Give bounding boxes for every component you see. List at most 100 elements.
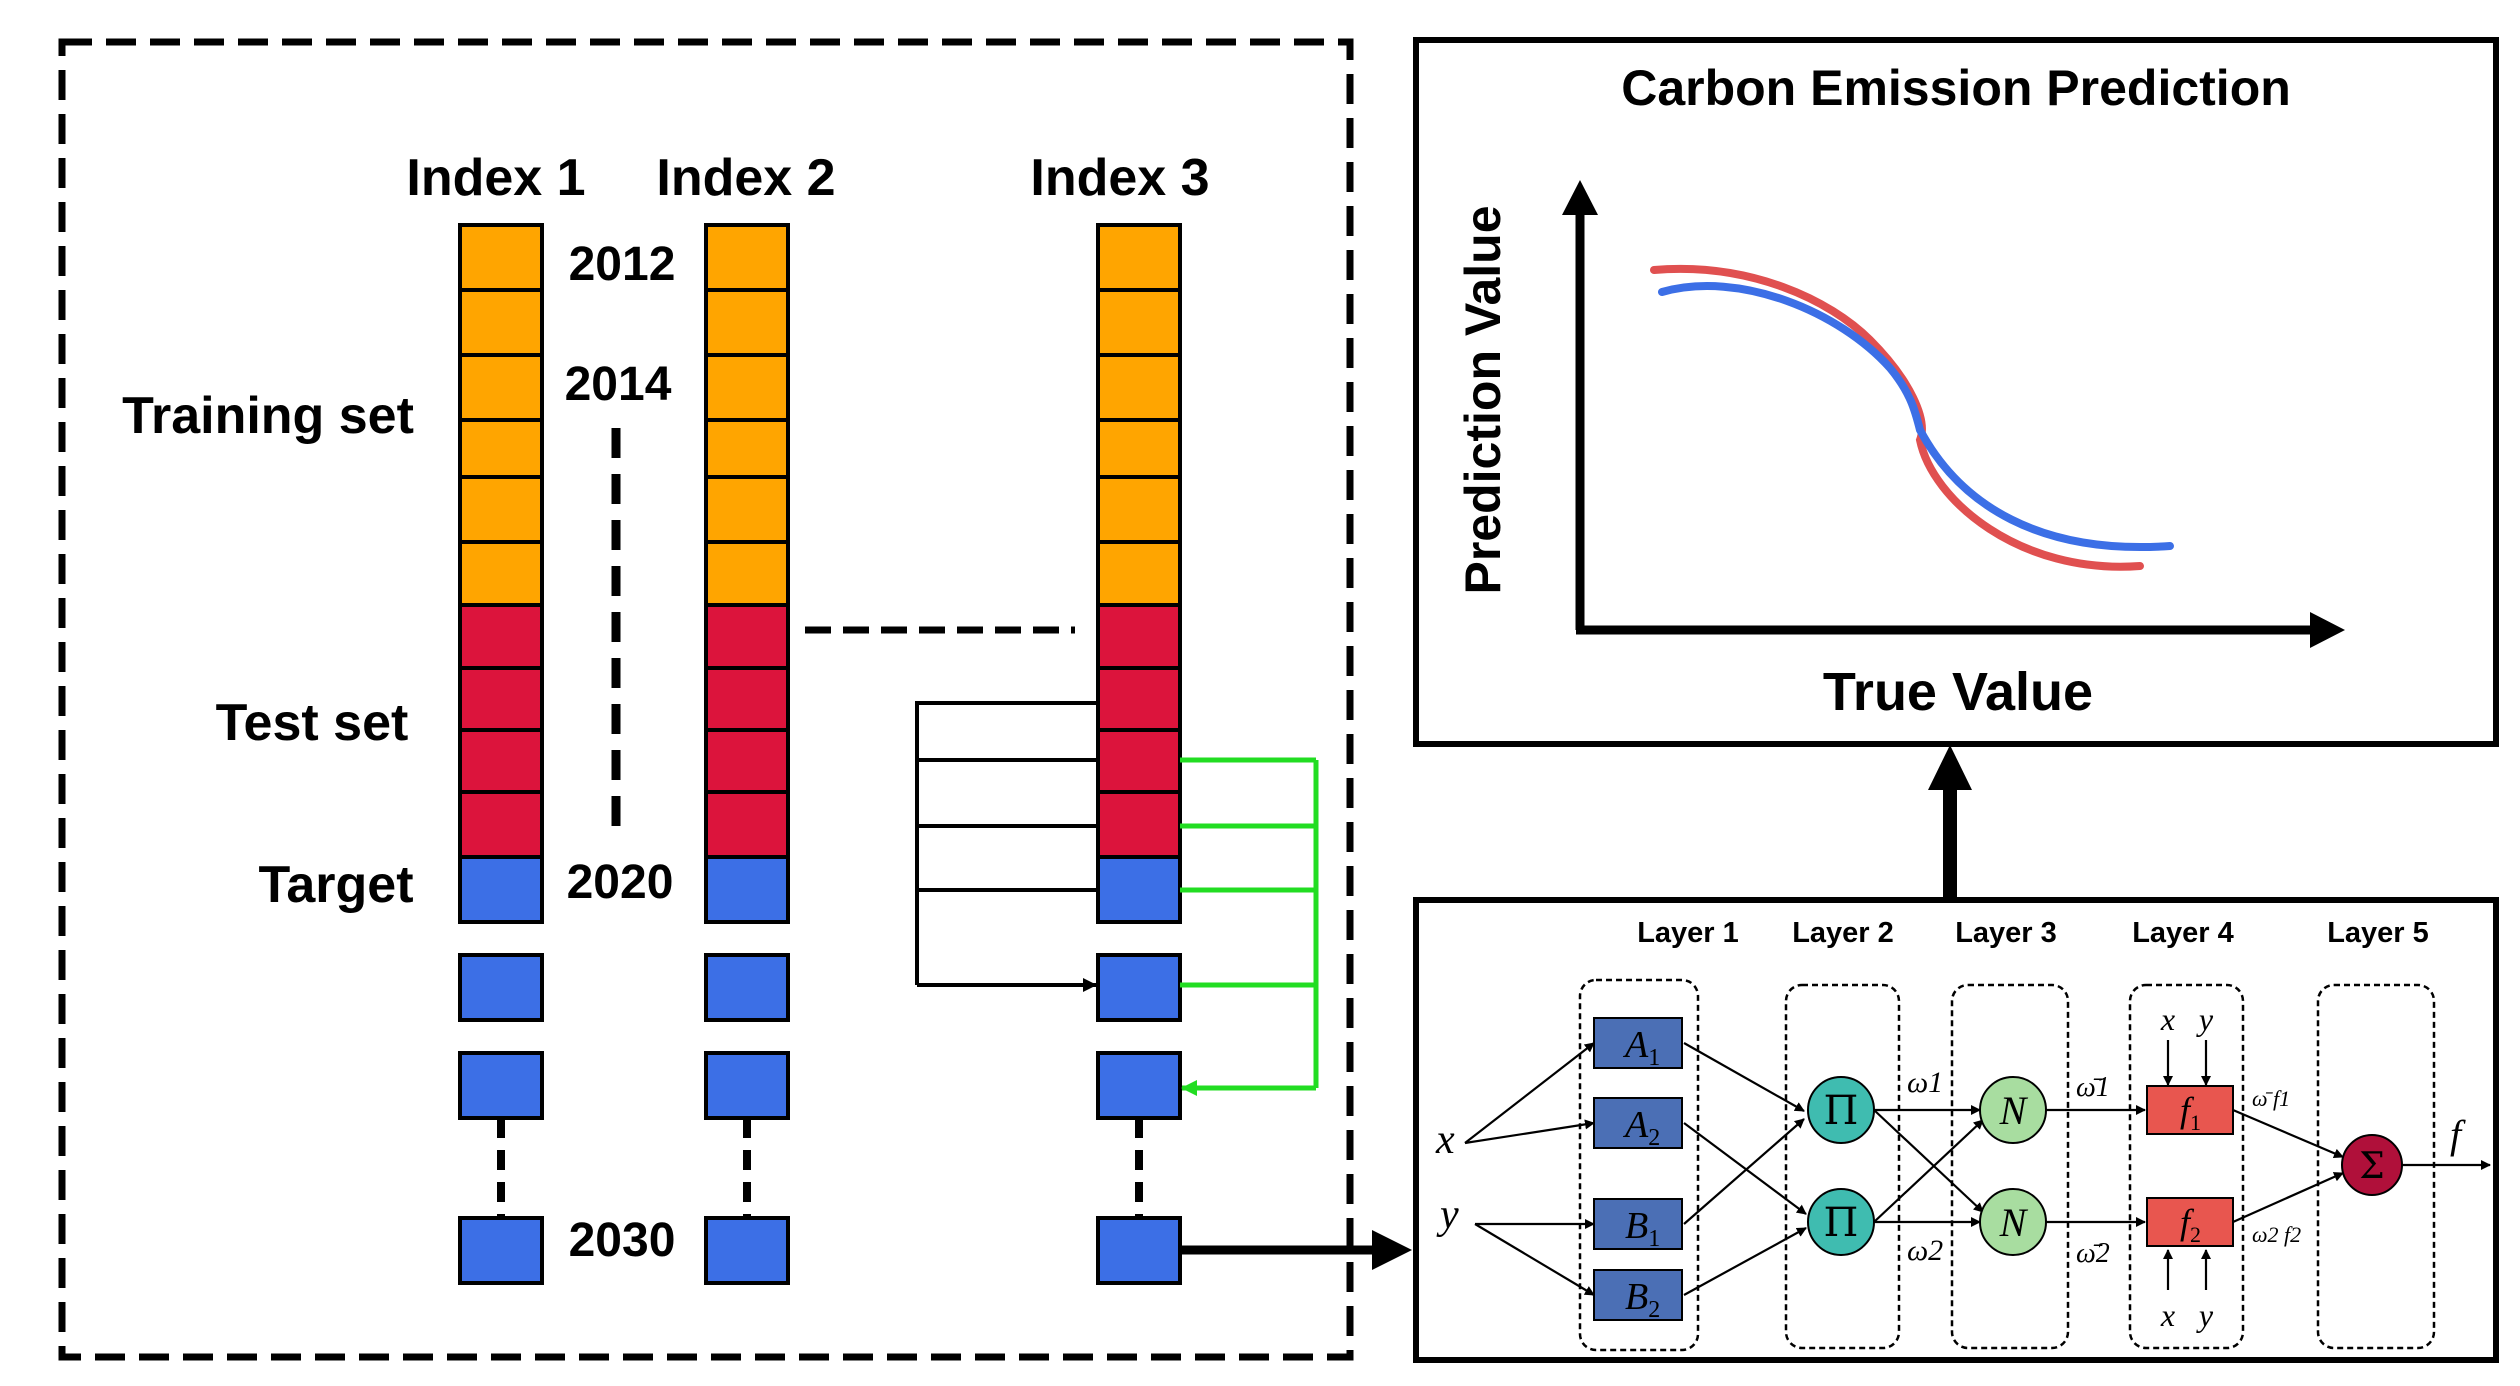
l4-bottom-y: y	[2196, 1297, 2214, 1333]
n-node-2	[1979, 1188, 2047, 1256]
index-1-column	[458, 223, 544, 1285]
l1-node-letter: B	[1625, 1205, 1648, 1247]
f-node-1: f1	[2146, 1085, 2234, 1135]
y-axis-label: Prediction Value	[1455, 205, 1511, 594]
svg-text:B2: B2	[1625, 1276, 1660, 1323]
x-axis-arrowhead	[2310, 612, 2345, 648]
layer-1-box	[1578, 978, 1700, 1352]
test-set-label: Test set	[216, 694, 409, 752]
pi-node-1-symbol: Π	[1824, 1088, 1859, 1134]
wf1-label: ω̄ f1	[2252, 1086, 2290, 1111]
wf2-label: ω2 f2	[2252, 1222, 2301, 1247]
layer-4-box	[2128, 983, 2245, 1350]
test-cell	[1096, 666, 1182, 732]
layer-3-label: Layer 3	[1955, 917, 2057, 949]
train-cell	[704, 540, 790, 607]
layer-2-box	[1784, 983, 1901, 1350]
feedback-bracket	[1180, 757, 1319, 1096]
future-cell	[704, 953, 790, 1022]
wbar2-label: ω̄2	[2076, 1238, 2110, 1269]
training-set-label: Training set	[122, 387, 414, 445]
l1-node-letter: B	[1625, 1276, 1648, 1318]
n-node-2-symbol: N	[1999, 1200, 2029, 1245]
future-cell	[458, 1051, 544, 1120]
future-cell	[704, 1051, 790, 1120]
left-panel-border	[58, 38, 1354, 1361]
train-cell	[1096, 475, 1182, 544]
l1-node-a1: A1	[1593, 1017, 1683, 1071]
target-cell	[1096, 855, 1182, 924]
f-node-sub: 2	[2190, 1222, 2201, 1247]
l1-node-b1: B1	[1593, 1198, 1683, 1252]
train-cell	[704, 475, 790, 544]
test-cell	[458, 603, 544, 670]
test-cell	[458, 728, 544, 794]
window-bracket	[915, 701, 1098, 992]
l1-node-box	[1593, 1097, 1683, 1149]
target-cell	[704, 855, 790, 924]
test-cell	[704, 790, 790, 859]
target-label: Target	[258, 856, 413, 914]
f-node-2: f2	[2146, 1197, 2234, 1247]
test-cell	[1096, 603, 1182, 670]
train-cell	[458, 540, 544, 607]
l1-node-sub: 2	[1648, 1297, 1660, 1323]
wbar1-label: ω̄1	[2076, 1072, 2110, 1103]
w2-label: ω2	[1907, 1234, 1943, 1267]
train-cell	[458, 223, 544, 292]
index-3-column	[1096, 223, 1182, 1285]
input-x-label: x	[1435, 1117, 1455, 1163]
l4-top-y: y	[2196, 1001, 2214, 1037]
pi-node-2	[1807, 1188, 1875, 1256]
svg-text:A2: A2	[1622, 1104, 1660, 1151]
train-cell	[1096, 540, 1182, 607]
train-cell	[458, 418, 544, 479]
index-2-column	[704, 223, 790, 1285]
l1-node-box	[1593, 1269, 1683, 1321]
target-cell	[458, 855, 544, 924]
l1-node-letter: A	[1622, 1024, 1649, 1066]
blue-curve	[1658, 282, 2174, 551]
future-cell	[1096, 1216, 1182, 1285]
l1-node-sub: 2	[1648, 1125, 1660, 1151]
svg-text:A1: A1	[1622, 1024, 1660, 1071]
train-cell	[704, 353, 790, 422]
year-2020: 2020	[567, 856, 674, 909]
layer-5-box	[2316, 983, 2436, 1350]
train-cell	[458, 288, 544, 357]
train-cell	[458, 353, 544, 422]
train-cell	[704, 418, 790, 479]
index-2-label: Index 2	[656, 149, 835, 207]
train-cell	[1096, 223, 1182, 292]
test-cell	[458, 790, 544, 859]
train-cell	[458, 475, 544, 544]
to-anfis-arrowhead	[1372, 1230, 1412, 1270]
pi-node-2-symbol: Π	[1824, 1200, 1859, 1246]
f-node-box	[2146, 1197, 2234, 1247]
layer-4-label: Layer 4	[2132, 917, 2234, 949]
n-node-1	[1979, 1076, 2047, 1144]
anfis-panel	[1413, 897, 2499, 1363]
l1-node-sub: 1	[1648, 1045, 1660, 1071]
w1-label: ω1	[1907, 1066, 1943, 1099]
train-cell	[704, 223, 790, 292]
l1-node-b2: B2	[1593, 1269, 1683, 1323]
to-prediction-arrowhead	[1928, 745, 1972, 790]
y-axis-arrowhead	[1562, 180, 1598, 215]
year-2030: 2030	[569, 1214, 676, 1267]
index-1-label: Index 1	[406, 149, 585, 207]
l1-node-box	[1593, 1017, 1683, 1069]
test-cell	[704, 666, 790, 732]
layer-1-label: Layer 1	[1637, 917, 1739, 949]
test-cell	[1096, 728, 1182, 794]
x-axis-label: True Value	[1823, 662, 2093, 722]
anfis-connections	[1464, 1040, 2491, 1296]
svg-text:B1: B1	[1625, 1205, 1660, 1252]
l1-node-box	[1593, 1198, 1683, 1250]
layer-3-box	[1950, 983, 2070, 1350]
future-cell	[458, 1216, 544, 1285]
index-3-label: Index 3	[1030, 149, 1209, 207]
future-cell	[1096, 1051, 1182, 1120]
l1-node-a2: A2	[1593, 1097, 1683, 1151]
